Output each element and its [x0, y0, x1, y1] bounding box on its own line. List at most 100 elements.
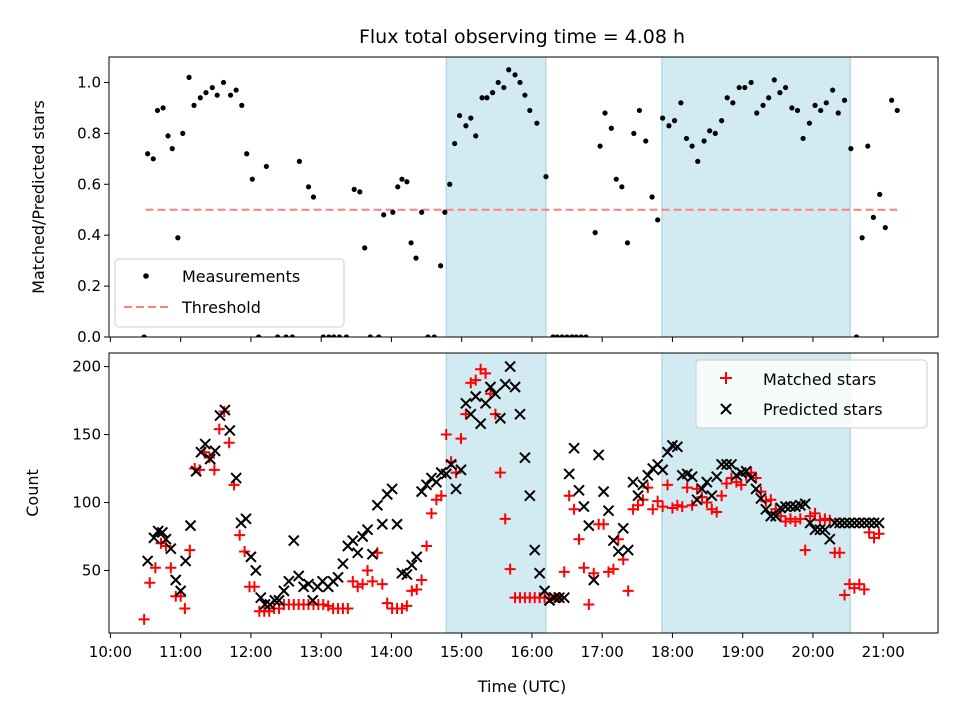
measurement-point — [527, 107, 533, 114]
measurement-point — [506, 67, 512, 73]
matched-star-point — [686, 499, 698, 511]
predicted-star-point — [273, 594, 285, 607]
predicted-star-point — [765, 510, 777, 522]
matched-star-point — [357, 578, 369, 590]
x-tick-label: 12:00 — [229, 643, 272, 661]
measurement-point — [175, 235, 181, 241]
measurement-point — [442, 209, 448, 215]
measurement-point — [512, 72, 518, 78]
matched-star-point — [603, 566, 615, 578]
y-tick-label: 200 — [72, 358, 101, 376]
matched-star-point — [499, 513, 511, 525]
predicted-star-point — [671, 441, 684, 453]
measurement-point — [362, 245, 368, 251]
matched-star-point — [347, 575, 359, 587]
measurement-point — [431, 334, 437, 337]
matched-star-point — [588, 567, 600, 579]
measurement-point — [830, 87, 836, 93]
matched-star-point — [425, 507, 437, 519]
measurement-point — [197, 95, 203, 101]
measurement-point — [597, 143, 603, 149]
predicted-star-point — [829, 517, 841, 529]
predicted-star-point — [302, 578, 315, 590]
measurement-point — [777, 90, 783, 96]
measurement-point — [289, 334, 295, 337]
measurement-point — [256, 334, 262, 337]
predicted-star-point — [440, 468, 452, 480]
measurement-point — [823, 100, 829, 106]
measurement-point — [160, 105, 166, 111]
predicted-star-point — [696, 483, 708, 495]
legend-label-predicted: Predicted stars — [763, 400, 883, 419]
measurement-point — [376, 334, 382, 337]
measurement-point — [678, 100, 684, 106]
predicted-star-point — [804, 517, 816, 529]
measurement-point — [730, 100, 736, 106]
predicted-star-point — [838, 517, 851, 529]
measurement-point — [848, 146, 854, 152]
predicted-star-point — [573, 484, 585, 496]
measurement-point — [882, 224, 888, 231]
legend-marker-measurements — [143, 273, 149, 279]
matched-star-point — [716, 490, 728, 502]
predicted-star-point — [415, 485, 428, 498]
measurement-point — [479, 95, 485, 101]
matched-star-point — [632, 499, 644, 511]
legend-label-matched: Matched stars — [763, 370, 876, 389]
predicted-star-point — [750, 483, 762, 495]
measurement-point — [877, 191, 883, 198]
x-tick-label: 13:00 — [300, 643, 343, 661]
measurement-point — [559, 334, 565, 337]
measurement-point — [719, 118, 725, 124]
measurement-point — [707, 128, 713, 134]
matched-star-point — [175, 590, 187, 602]
measurement-point — [145, 151, 151, 157]
predicted-star-point — [553, 591, 566, 604]
predicted-star-point — [219, 404, 231, 416]
legend-label-measurements: Measurements — [182, 267, 300, 286]
measurement-point — [357, 189, 363, 195]
predicted-star-point — [386, 483, 398, 495]
predicted-star-point — [278, 585, 290, 597]
measurements-points — [141, 67, 900, 337]
matched-star-point — [873, 528, 885, 540]
measurement-point — [326, 334, 332, 337]
predicted-star-point — [411, 551, 423, 563]
matched-star-point — [583, 598, 595, 610]
predicted-star-point — [230, 472, 242, 484]
matched-star-point — [863, 526, 875, 538]
matched-star-point — [213, 423, 225, 435]
predicted-star-point — [617, 522, 629, 535]
matched-star-point — [381, 597, 393, 609]
predicted-star-point — [568, 442, 580, 454]
measurement-point — [310, 194, 317, 200]
shaded-interval — [445, 56, 547, 338]
bottom-y-axis-label: Count — [23, 469, 42, 517]
matched-star-point — [573, 533, 585, 545]
measurement-point — [583, 334, 589, 337]
measurement-point — [169, 146, 175, 152]
predicted-star-point — [583, 519, 595, 532]
predicted-star-point — [760, 503, 772, 516]
matched-star-point — [824, 514, 836, 526]
x-tick-label: 17:00 — [581, 643, 624, 661]
measurement-point — [870, 214, 876, 220]
predicted-star-point — [519, 451, 531, 464]
predicted-star-point — [307, 594, 319, 607]
measurement-point — [695, 158, 701, 164]
bottom-panel: 50 100 150 200 10:00 11:00 12:00 13:00 14:00 15:… — [23, 352, 939, 696]
predicted-star-point — [745, 472, 757, 484]
measurement-point — [336, 334, 343, 337]
measurement-point — [894, 107, 900, 114]
matched-star-point — [794, 513, 806, 525]
y-tick-label: 50 — [82, 561, 101, 579]
measurement-point — [381, 212, 387, 218]
predicted-star-point — [770, 510, 782, 522]
predicted-star-point — [141, 555, 154, 567]
measurement-point — [806, 120, 813, 126]
y-tick-label: 100 — [72, 494, 101, 512]
measurement-point — [812, 102, 818, 108]
matched-star-point — [494, 467, 506, 479]
matched-star-point — [834, 547, 846, 559]
measurement-point — [760, 102, 766, 108]
